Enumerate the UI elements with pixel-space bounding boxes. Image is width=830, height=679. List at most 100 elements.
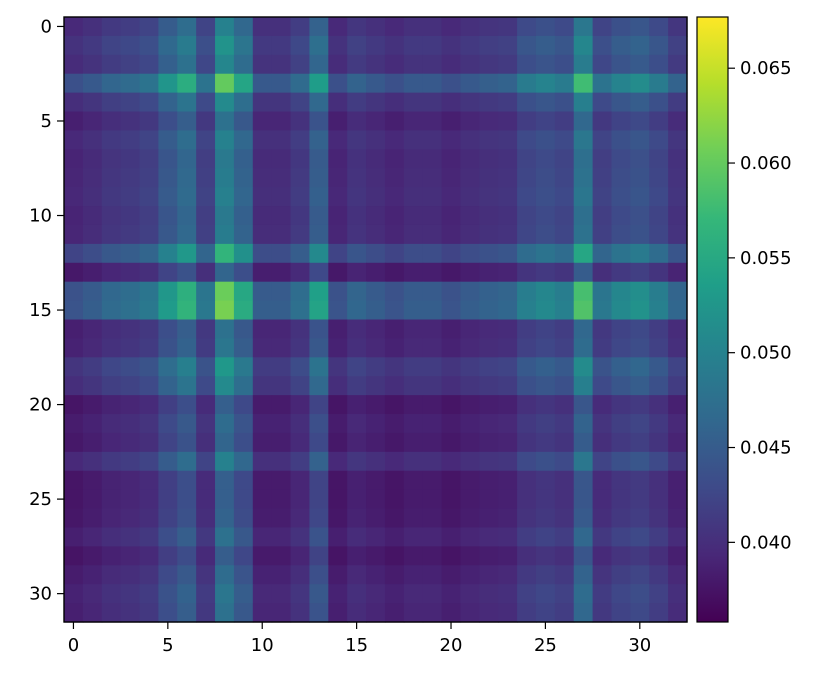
heatmap-cell bbox=[554, 451, 575, 472]
heatmap-cell bbox=[611, 470, 631, 491]
heatmap-cell bbox=[366, 338, 386, 358]
heatmap-cell bbox=[498, 54, 518, 75]
heatmap-cell bbox=[177, 54, 197, 75]
heatmap-cell bbox=[177, 149, 197, 169]
heatmap-cell bbox=[120, 319, 141, 340]
heatmap-cell bbox=[384, 338, 405, 358]
heatmap-cell bbox=[384, 243, 405, 264]
heatmap-cell bbox=[139, 243, 159, 264]
heatmap-cell bbox=[366, 319, 386, 340]
heatmap-cell bbox=[592, 565, 613, 585]
heatmap-cell bbox=[64, 73, 84, 94]
heatmap-cell bbox=[668, 92, 688, 113]
heatmap-cell bbox=[535, 414, 556, 434]
heatmap-cell bbox=[366, 376, 386, 396]
heatmap-cell bbox=[177, 432, 197, 453]
heatmap-cell bbox=[460, 565, 480, 585]
heatmap-cell bbox=[233, 243, 254, 264]
heatmap-cell bbox=[82, 300, 103, 321]
heatmap-cell bbox=[215, 319, 235, 340]
heatmap-cell bbox=[215, 187, 235, 207]
heatmap-cell bbox=[233, 527, 254, 547]
heatmap-cell bbox=[649, 432, 669, 453]
heatmap-cell bbox=[498, 281, 518, 302]
heatmap-cell bbox=[139, 300, 159, 321]
heatmap-cell bbox=[82, 54, 103, 75]
heatmap-cell bbox=[271, 243, 292, 264]
heatmap-cell bbox=[215, 35, 235, 56]
heatmap-cell bbox=[101, 603, 122, 623]
heatmap-cell bbox=[158, 338, 178, 358]
heatmap-cell bbox=[668, 565, 688, 585]
heatmap-cell bbox=[158, 300, 178, 321]
heatmap-cell bbox=[177, 527, 197, 547]
heatmap-cell bbox=[82, 546, 103, 566]
heatmap-cell bbox=[82, 35, 103, 56]
heatmap-cell bbox=[271, 300, 292, 321]
heatmap-cell bbox=[630, 35, 650, 56]
heatmap-cell bbox=[64, 565, 84, 585]
heatmap-cell bbox=[611, 243, 631, 264]
heatmap-cell bbox=[347, 376, 367, 396]
heatmap-cell bbox=[215, 168, 235, 188]
heatmap-cell bbox=[252, 92, 273, 113]
heatmap-cell bbox=[573, 319, 594, 340]
heatmap-cell bbox=[649, 376, 669, 396]
heatmap-cell bbox=[441, 206, 462, 226]
heatmap-cell bbox=[120, 489, 141, 510]
heatmap-cell bbox=[233, 376, 254, 396]
heatmap-cell bbox=[309, 206, 329, 226]
heatmap-cell bbox=[139, 130, 159, 150]
heatmap-cell bbox=[139, 338, 159, 358]
heatmap-cell bbox=[196, 54, 216, 75]
heatmap-cell bbox=[403, 527, 424, 547]
heatmap-cell bbox=[630, 54, 650, 75]
heatmap-cell bbox=[649, 603, 669, 623]
heatmap-cell bbox=[441, 451, 462, 472]
heatmap-cell bbox=[215, 603, 235, 623]
heatmap-cell bbox=[573, 224, 594, 245]
heatmap-cell bbox=[611, 584, 631, 604]
heatmap-cell bbox=[196, 603, 216, 623]
heatmap-cell bbox=[290, 35, 311, 56]
heatmap-cell bbox=[347, 414, 367, 434]
heatmap-cell bbox=[649, 584, 669, 604]
heatmap-cell bbox=[120, 603, 141, 623]
heatmap-cell bbox=[290, 546, 311, 566]
heatmap-cell bbox=[611, 73, 631, 94]
heatmap-cell bbox=[196, 489, 216, 510]
heatmap-cell bbox=[120, 300, 141, 321]
heatmap-cell bbox=[479, 187, 499, 207]
heatmap-cell bbox=[403, 54, 424, 75]
heatmap-cell bbox=[290, 319, 311, 340]
heatmap-cell bbox=[139, 451, 159, 472]
heatmap-cell bbox=[328, 187, 348, 207]
heatmap-cell bbox=[460, 527, 480, 547]
heatmap-cell bbox=[328, 300, 348, 321]
heatmap-cell bbox=[554, 243, 575, 264]
heatmap-cell bbox=[309, 168, 329, 188]
heatmap-cell bbox=[101, 319, 122, 340]
heatmap-cell bbox=[554, 281, 575, 302]
heatmap-cell bbox=[649, 281, 669, 302]
heatmap-cell bbox=[252, 508, 273, 529]
heatmap-cell bbox=[479, 300, 499, 321]
heatmap-cell bbox=[498, 451, 518, 472]
heatmap-cell bbox=[271, 565, 292, 585]
heatmap-cell bbox=[233, 206, 254, 226]
heatmap-cell bbox=[422, 187, 443, 207]
heatmap-cell bbox=[347, 73, 367, 94]
heatmap-cell bbox=[460, 603, 480, 623]
heatmap-cell bbox=[573, 73, 594, 94]
heatmap-cell bbox=[592, 414, 613, 434]
heatmap-cell bbox=[139, 187, 159, 207]
heatmap-cell bbox=[328, 527, 348, 547]
heatmap-cell bbox=[517, 149, 537, 169]
heatmap-cell bbox=[233, 395, 254, 415]
heatmap-cell bbox=[592, 281, 613, 302]
heatmap-cell bbox=[441, 130, 462, 150]
heatmap-cell bbox=[139, 149, 159, 169]
heatmap-cell bbox=[101, 243, 122, 264]
heatmap-cell bbox=[403, 17, 424, 37]
heatmap-cell bbox=[328, 243, 348, 264]
